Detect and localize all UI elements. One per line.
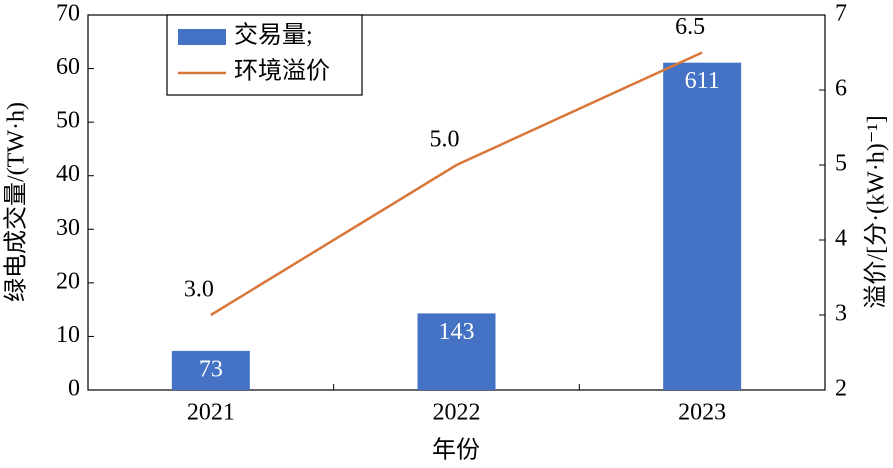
y2-tick-label: 7 [835, 1, 847, 27]
bar-value-label: 73 [199, 356, 223, 382]
y2-tick-label: 2 [835, 376, 847, 402]
x-tick-label: 2021 [187, 400, 235, 426]
y2-tick-label: 5 [835, 151, 847, 177]
y-tick-label: 70 [56, 1, 80, 27]
y2-axis-title: 溢价/[分·(kW·h)⁻¹] [863, 115, 890, 308]
line-value-label: 5.0 [430, 127, 460, 153]
legend-swatch [178, 29, 226, 45]
y2-tick-label: 4 [835, 226, 847, 252]
legend-label: 交易量; [234, 22, 313, 49]
y-tick-label: 20 [56, 268, 80, 294]
bar [663, 62, 742, 391]
y-tick-label: 30 [56, 215, 80, 241]
y2-tick-label: 6 [835, 76, 847, 102]
y-tick-label: 40 [56, 161, 80, 187]
x-tick-label: 2023 [678, 400, 726, 426]
y-tick-label: 0 [68, 376, 80, 402]
x-tick-label: 2022 [433, 400, 481, 426]
bar-value-label: 611 [685, 68, 720, 94]
x-axis-title: 年份 [432, 437, 480, 464]
bar-value-label: 143 [439, 319, 475, 345]
bar [171, 350, 250, 390]
line [210, 51, 703, 317]
y-axis-title: 绿电成交量/(TW·h) [3, 102, 30, 302]
y2-tick-label: 3 [835, 301, 847, 327]
legend-label: 环境溢价 [234, 58, 330, 85]
line-value-label: 6.5 [675, 14, 705, 40]
legend-box [166, 14, 363, 96]
y-tick-label: 50 [56, 108, 80, 134]
line-value-label: 3.0 [184, 277, 214, 303]
bar [417, 313, 496, 390]
y-tick-label: 60 [56, 54, 80, 80]
y-tick-label: 10 [56, 322, 80, 348]
